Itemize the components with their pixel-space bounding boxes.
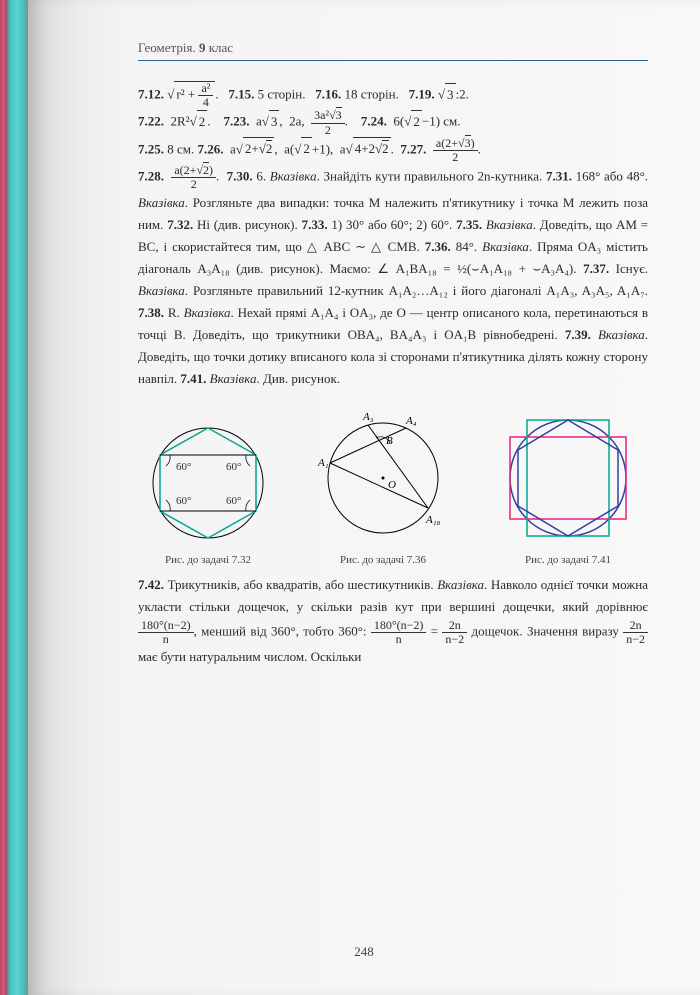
hint-label-6: Вказівка xyxy=(184,305,231,320)
val-732: Ні (див. рисунок). xyxy=(197,217,298,232)
hint-label-8: Вказівка xyxy=(210,371,257,386)
svg-text:A₁: A₁ xyxy=(317,457,329,469)
num-735: 7.35. xyxy=(456,217,482,232)
hint-737: Розгляньте правильний 12-кутник A₁A₂…A₁₂… xyxy=(193,283,648,298)
header-word: клас xyxy=(209,40,233,55)
hint-742d: має бути натуральним числом. Оскільки xyxy=(138,649,361,664)
num-730: 7.30. xyxy=(227,169,253,184)
num-722: 7.22. xyxy=(138,114,164,129)
diagram-736: O A₃ A₄ B A₁ A₁₈ Рис. до задачі 7.36 xyxy=(308,408,458,566)
svg-text:A₃: A₃ xyxy=(362,411,374,423)
val-725: 8 см. xyxy=(167,141,194,156)
fig-736-svg: O A₃ A₄ B A₁ A₁₈ xyxy=(308,408,458,548)
fig-732-svg: 60° 60° 60° 60° xyxy=(138,418,278,548)
hint-label-5: Вказівка xyxy=(138,283,185,298)
svg-text:B: B xyxy=(386,435,393,447)
num-737: 7.37. xyxy=(583,261,609,276)
svg-text:A₁₈: A₁₈ xyxy=(425,514,441,526)
header-grade: 9 xyxy=(199,40,206,55)
num-742: 7.42. xyxy=(138,577,164,592)
hint-label-4: Вказівка xyxy=(482,239,529,254)
hint-730: Знайдіть кути правильного 2n-кутника. xyxy=(324,169,543,184)
hint-label: Вказівка xyxy=(270,169,317,184)
diagram-741: Рис. до задачі 7.41 xyxy=(488,408,648,566)
val-742: Трикутників, або квадратів, або шестикут… xyxy=(168,577,434,592)
hint-742c: дощечок. Значення виразу xyxy=(471,623,618,638)
hint-742b: менший від 360°, тобто 360°: xyxy=(201,623,366,638)
num-741: 7.41. xyxy=(180,371,206,386)
svg-text:60°: 60° xyxy=(226,495,241,507)
num-716: 7.16. xyxy=(315,87,341,102)
num-715: 7.15. xyxy=(228,87,254,102)
caption-736: Рис. до задачі 7.36 xyxy=(340,554,426,566)
val-737: Існує. xyxy=(616,261,648,276)
num-723: 7.23. xyxy=(223,114,249,129)
hint-label-3: Вказівка xyxy=(486,217,533,232)
svg-text:60°: 60° xyxy=(176,495,191,507)
num-733: 7.33. xyxy=(302,217,328,232)
hint-label-9: Вказівка xyxy=(437,577,484,592)
diagram-732: 60° 60° 60° 60° Рис. до задачі 7.32 xyxy=(138,418,278,566)
num-725: 7.25. xyxy=(138,141,164,156)
svg-text:A₄: A₄ xyxy=(405,415,417,427)
val-738: R. xyxy=(168,305,180,320)
num-736: 7.36. xyxy=(425,239,451,254)
svg-text:O: O xyxy=(388,479,396,491)
num-731: 7.31. xyxy=(546,169,572,184)
val-715: 5 сторін. xyxy=(258,87,306,102)
hint-736b: ∠ A₁BA₁₈ = ½(⌣A₁A₁₈ + ⌣A₃A₄). xyxy=(377,261,576,276)
page-number: 248 xyxy=(354,944,374,960)
num-724: 7.24. xyxy=(361,114,387,129)
answers-block-2: 7.42. Трикутників, або квадратів, або ше… xyxy=(138,574,648,668)
num-719: 7.19. xyxy=(409,87,435,102)
fig-741-svg xyxy=(488,408,648,548)
caption-741: Рис. до задачі 7.41 xyxy=(525,554,611,566)
svg-text:60°: 60° xyxy=(176,461,191,473)
svg-text:60°: 60° xyxy=(226,461,241,473)
num-712: 7.12. xyxy=(138,87,164,102)
val-716: 18 сторін. xyxy=(345,87,399,102)
num-727: 7.27. xyxy=(400,141,426,156)
caption-732: Рис. до задачі 7.32 xyxy=(165,554,251,566)
num-728: 7.28. xyxy=(138,169,164,184)
page-header: Геометрія. 9 клас xyxy=(138,40,648,61)
val-736: 84°. xyxy=(456,239,477,254)
header-subject: Геометрія. xyxy=(138,40,196,55)
num-738: 7.38. xyxy=(138,305,164,320)
hint-label-2: Вказівка xyxy=(138,195,185,210)
num-726: 7.26. xyxy=(198,141,224,156)
num-739: 7.39. xyxy=(565,327,591,342)
val-730: 6. xyxy=(256,169,266,184)
val-731: 168° або 48°. xyxy=(576,169,648,184)
hint-label-7: Вказівка xyxy=(598,327,645,342)
diagram-row: 60° 60° 60° 60° Рис. до задачі 7.32 O A₃… xyxy=(138,408,648,566)
num-732: 7.32. xyxy=(167,217,193,232)
val-733: 1) 30° або 60°; 2) 60°. xyxy=(331,217,452,232)
hint-741: Див. рисунок. xyxy=(263,371,340,386)
answers-block: 7.12. √r² + a²4. 7.15. 5 сторін. 7.16. 1… xyxy=(138,81,648,390)
